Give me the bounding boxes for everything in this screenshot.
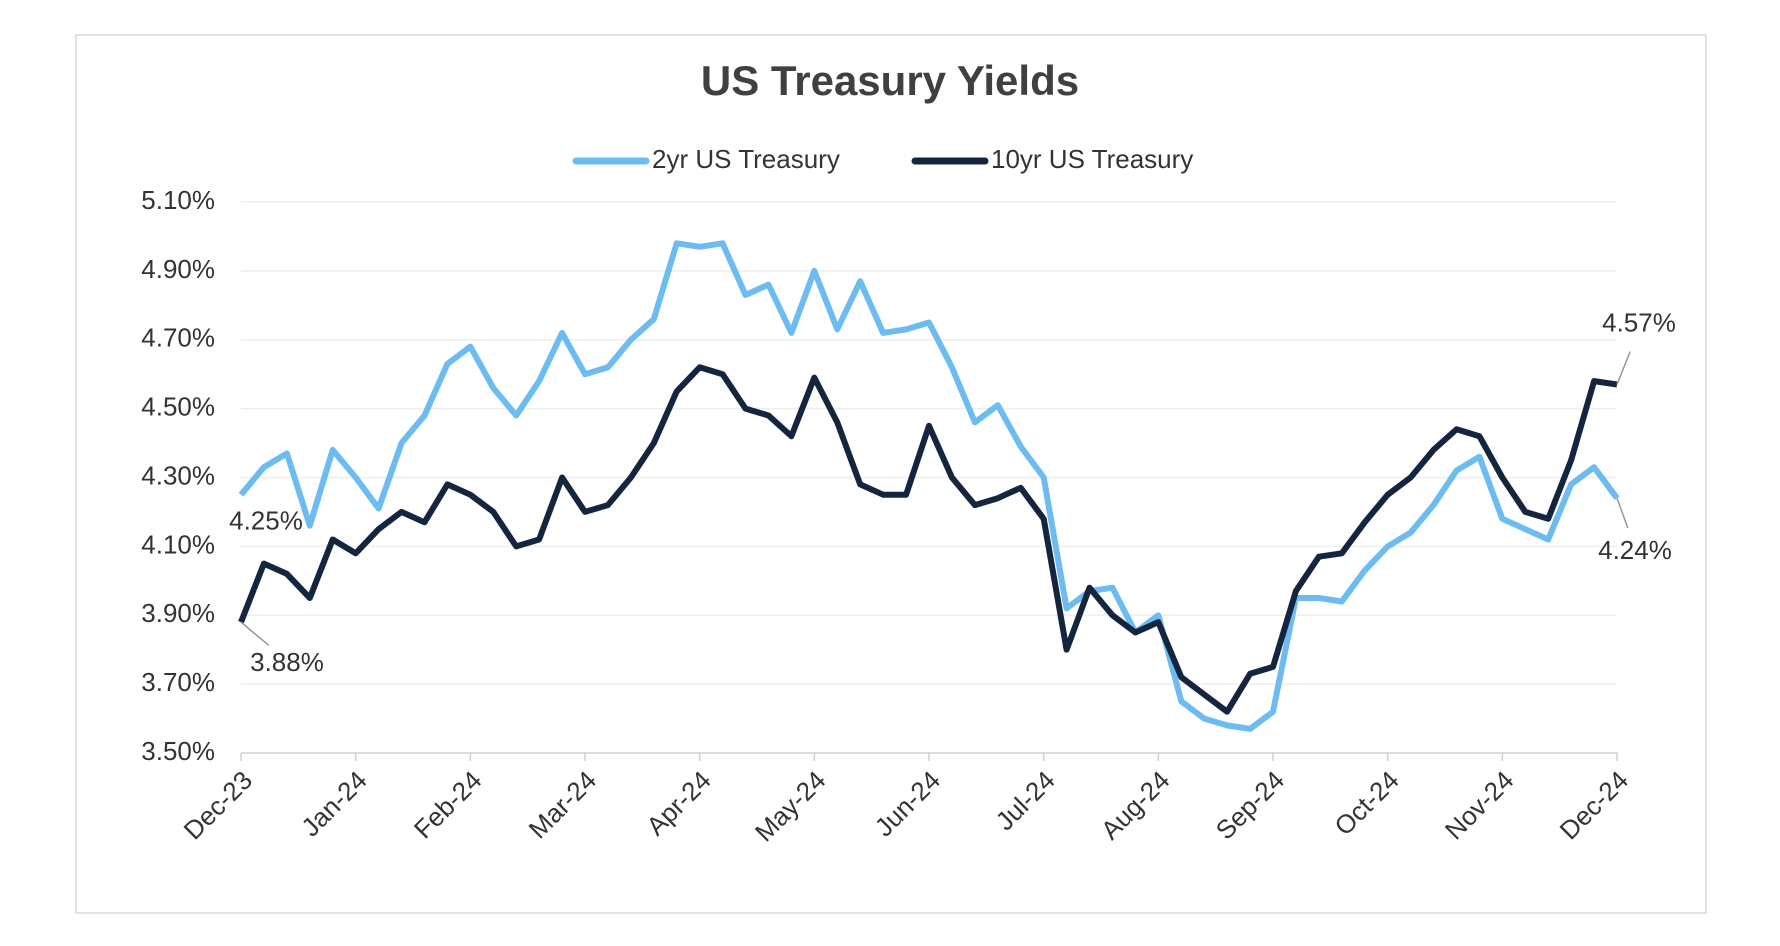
chart-title: US Treasury Yields xyxy=(701,57,1079,104)
data-label: 4.25% xyxy=(229,506,303,536)
series-line xyxy=(238,240,1620,732)
series-line xyxy=(238,364,1618,715)
y-tick-label: 3.70% xyxy=(141,667,215,697)
legend-label: 2yr US Treasury xyxy=(652,144,840,174)
data-label: 4.24% xyxy=(1598,535,1672,565)
y-tick-label: 3.50% xyxy=(141,736,215,766)
y-tick-label: 4.70% xyxy=(141,323,215,353)
leader-line xyxy=(240,621,270,646)
leader-line xyxy=(1616,497,1629,529)
y-tick-label: 5.10% xyxy=(141,185,215,215)
legend-label: 10yr US Treasury xyxy=(991,144,1193,174)
y-tick-label: 3.90% xyxy=(141,598,215,628)
y-tick-label: 4.90% xyxy=(141,254,215,284)
y-tick-label: 4.30% xyxy=(141,460,215,490)
data-label: 4.57% xyxy=(1602,307,1676,337)
chart-frame xyxy=(75,34,1707,914)
y-tick-label: 4.10% xyxy=(141,529,215,559)
y-tick-label: 4.50% xyxy=(141,392,215,422)
leader-line xyxy=(1616,351,1631,385)
data-label: 3.88% xyxy=(250,647,324,677)
